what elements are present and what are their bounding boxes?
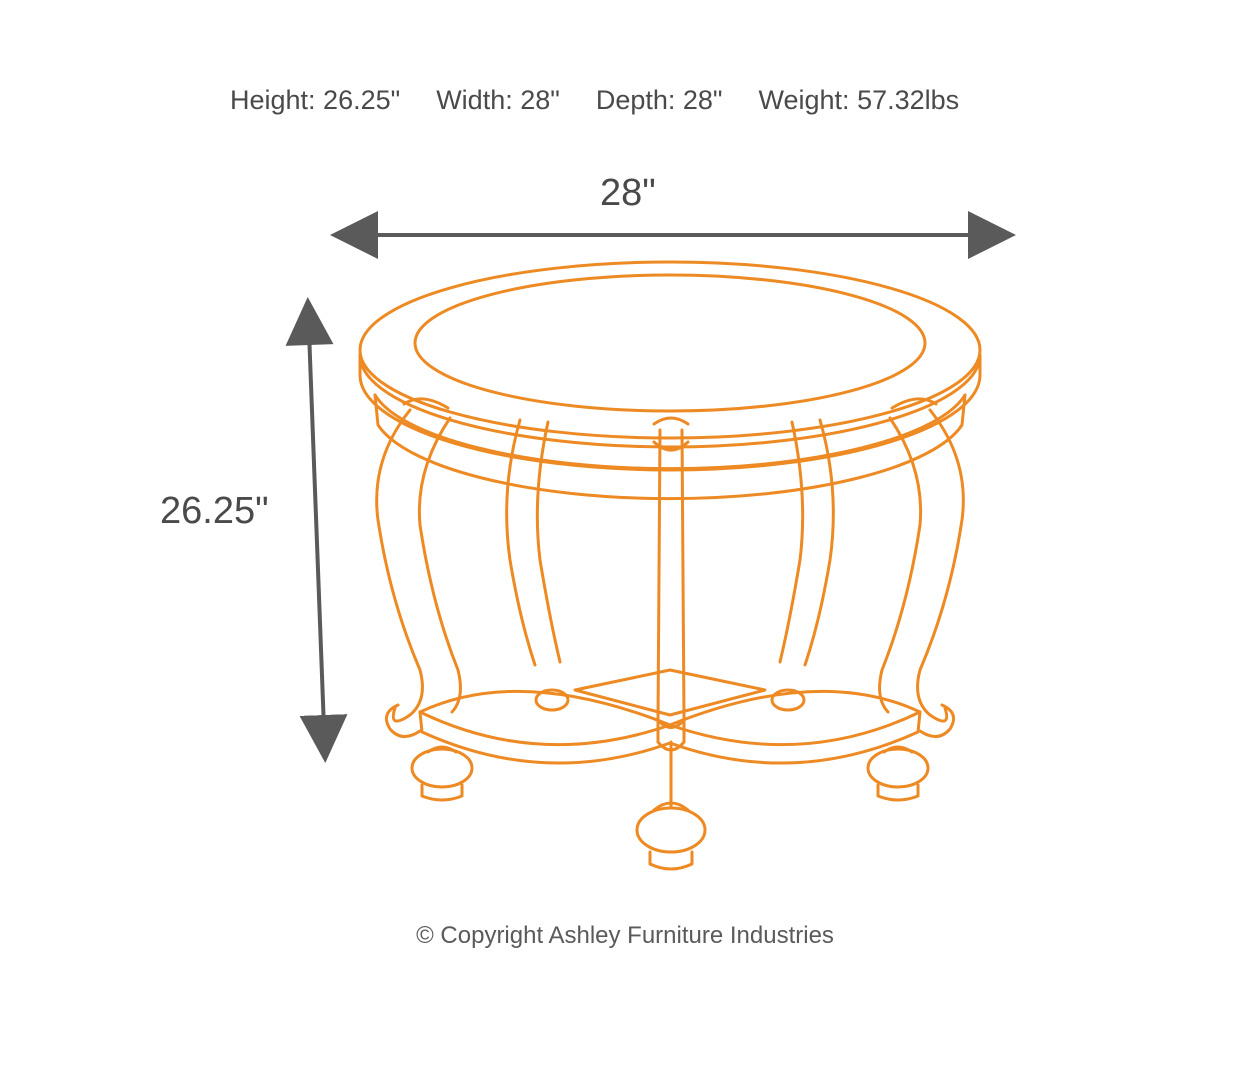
height-arrow xyxy=(308,305,325,755)
diagram-svg xyxy=(160,160,1090,900)
copyright-text: © Copyright Ashley Furniture Industries xyxy=(0,922,1250,950)
dimension-diagram: 28" 26.25" xyxy=(160,160,1090,900)
height-dimension-label: 26.25" xyxy=(160,490,269,533)
spec-height: Height: 26.25" xyxy=(230,85,400,116)
spec-row: Height: 26.25" Width: 28" Depth: 28" Wei… xyxy=(230,85,959,116)
width-dimension-label: 28" xyxy=(600,172,656,215)
spec-width: Width: 28" xyxy=(436,85,560,116)
table-outline xyxy=(360,262,980,869)
spec-depth: Depth: 28" xyxy=(596,85,723,116)
spec-weight: Weight: 57.32lbs xyxy=(759,85,960,116)
